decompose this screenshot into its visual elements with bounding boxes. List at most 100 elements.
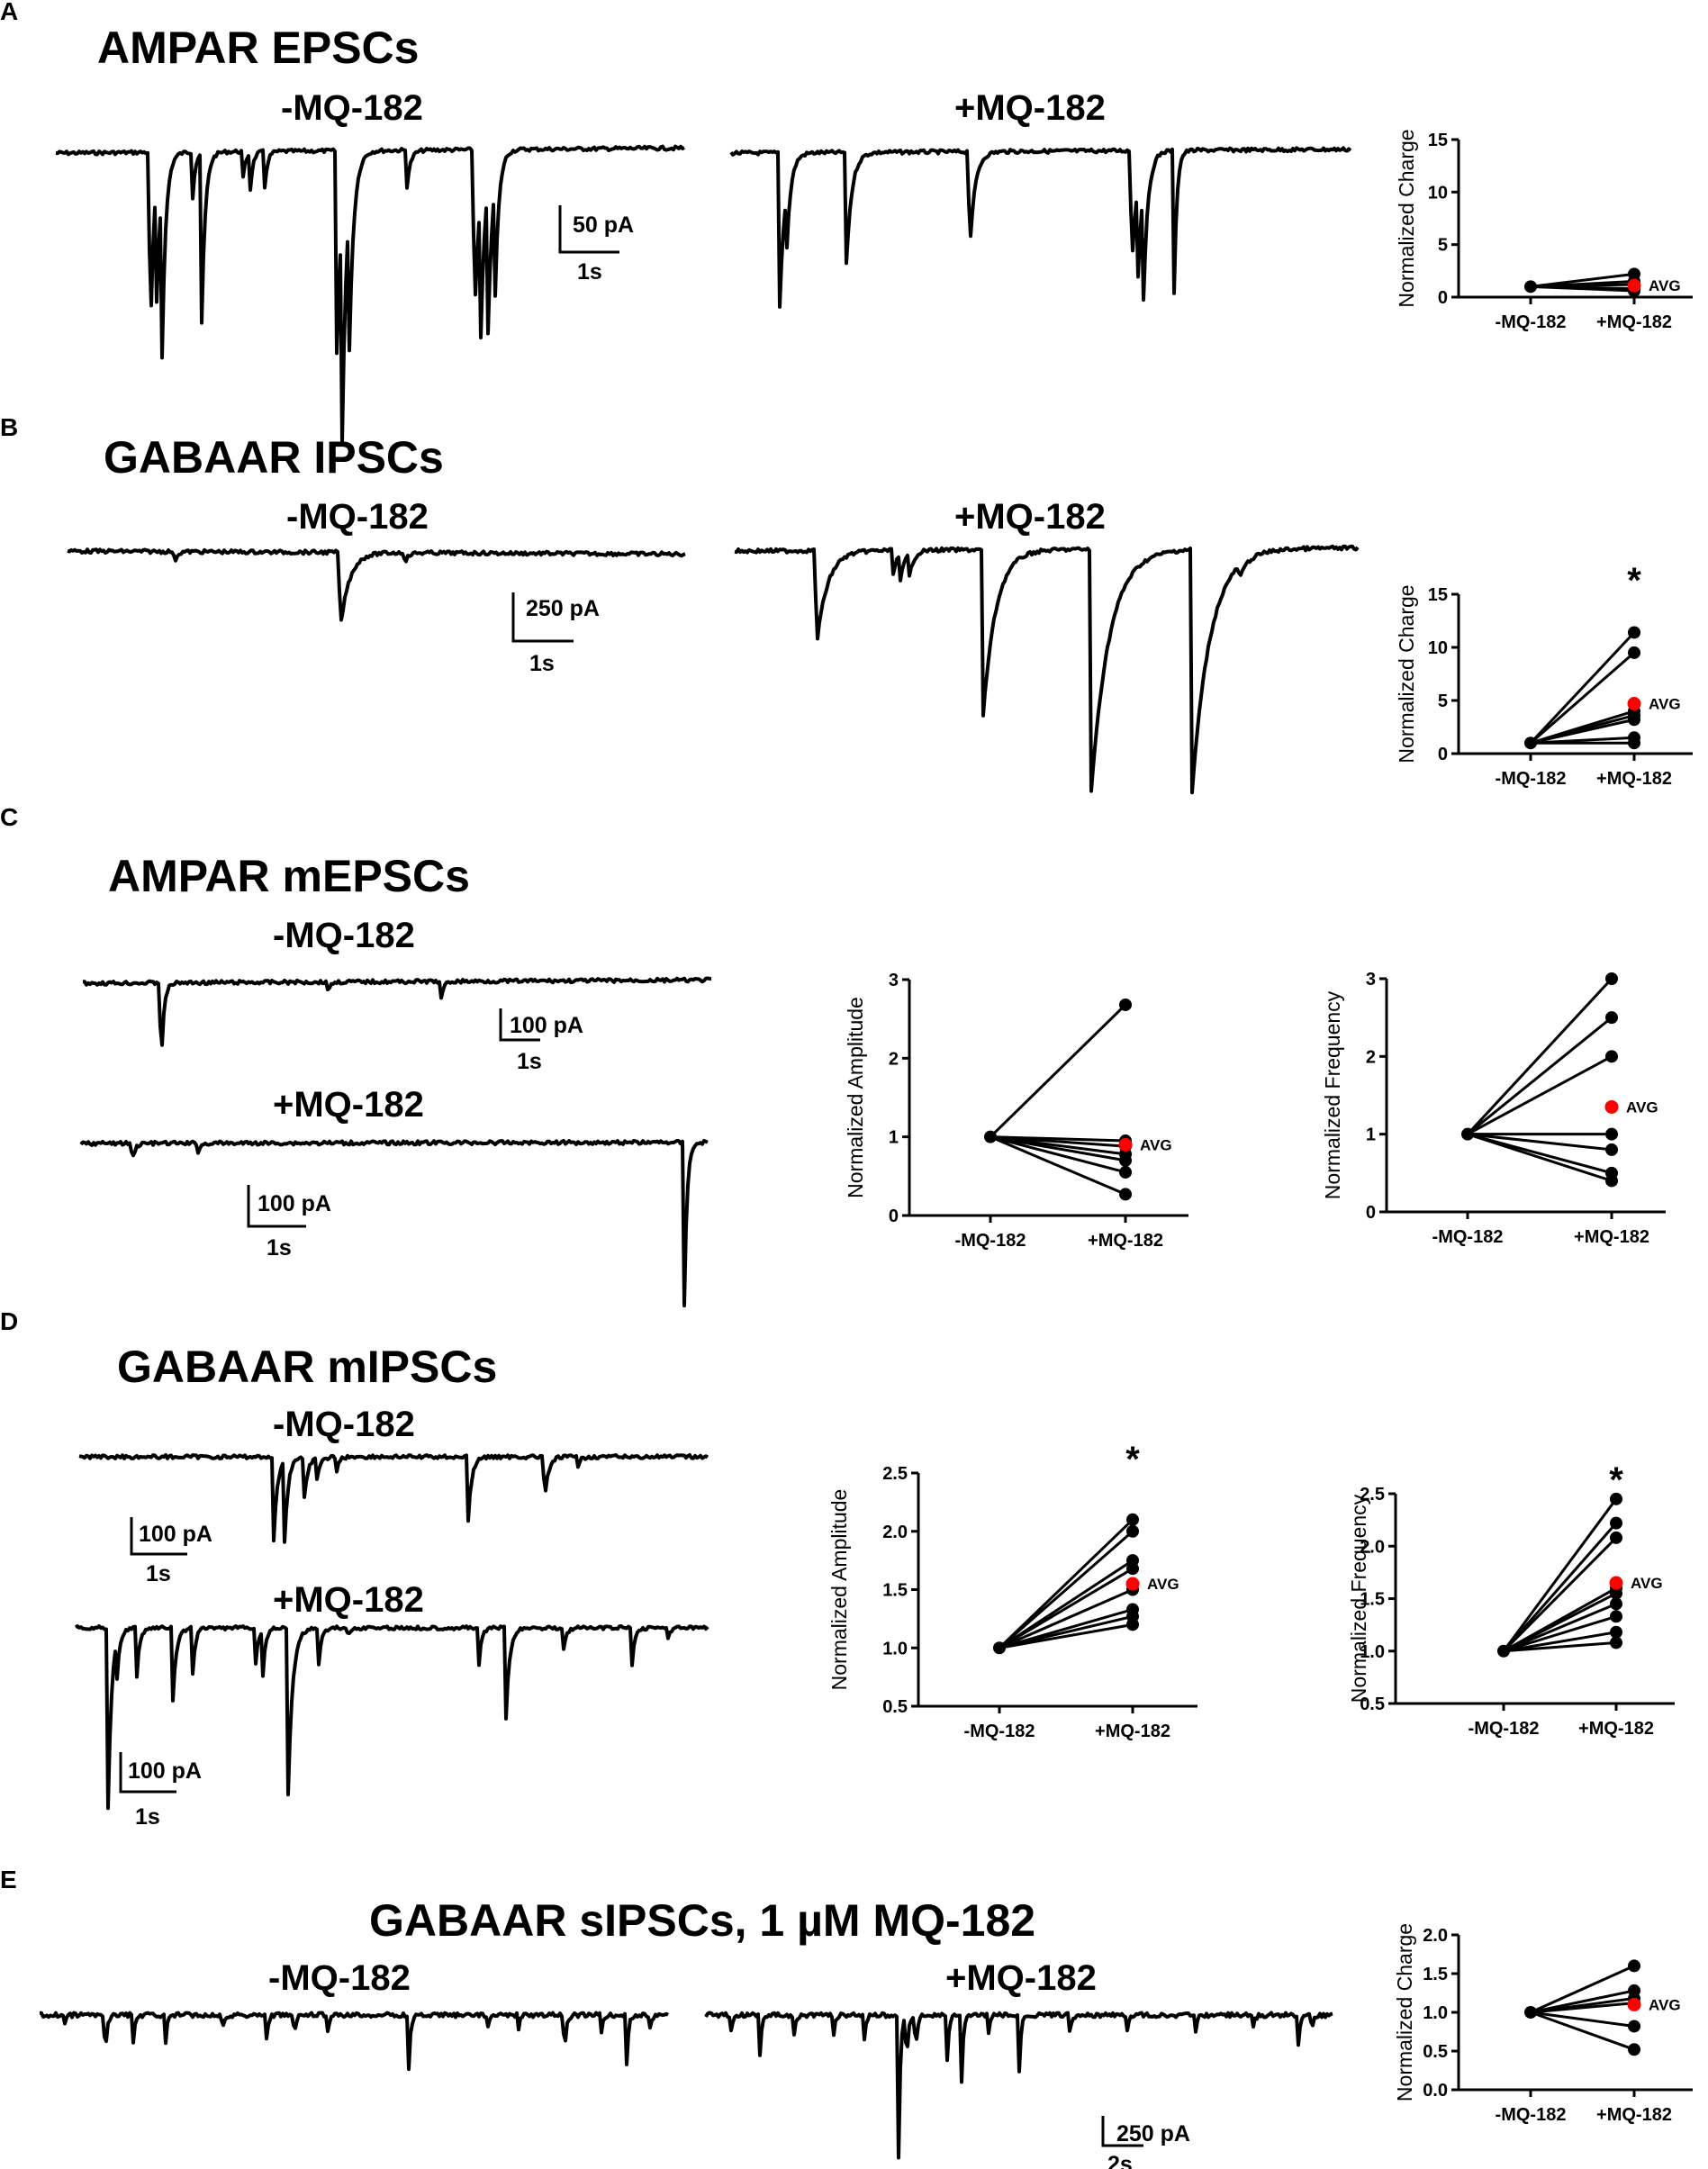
y-axis-label: Normalized Charge	[1393, 1923, 1416, 2101]
trace-a-plus	[729, 146, 1352, 309]
x-tick-label: +MQ-182	[1596, 312, 1672, 332]
trace-e-minus	[40, 2011, 669, 2072]
cell-point	[1610, 1586, 1622, 1600]
x-tick-label: -MQ-182	[955, 1231, 1026, 1251]
cell-point	[1610, 1597, 1622, 1611]
trace-b-plus	[734, 544, 1360, 795]
scalebar-c2-amp: 100 pA	[258, 1191, 331, 1216]
y-tick-label: 3	[1366, 970, 1376, 990]
trace-a-minus	[55, 144, 685, 445]
baseline-point	[984, 1130, 997, 1143]
chart-d-frequency: 0.5 1.0 1.5 2.0 2.5 -MQ-182 +MQ-182 Normalized …	[1347, 1460, 1675, 1739]
cell-point	[1126, 1524, 1139, 1538]
cell-pair-line	[989, 1003, 1127, 1138]
y-tick-label: 15	[1428, 131, 1448, 150]
cell-pair-line	[990, 1135, 1126, 1174]
trace-e-plus	[704, 2011, 1333, 2160]
y-tick-label: 0.5	[882, 1697, 908, 1717]
panel-d-title: GABAAR mIPSCs	[117, 1342, 497, 1392]
y-tick-label: 1.5	[1423, 1965, 1448, 1984]
cell-point	[1628, 626, 1640, 639]
trace-d-minus	[78, 1453, 709, 1544]
cell-pair-line	[1503, 1631, 1617, 1653]
scalebar-c1-amp: 100 pA	[510, 1013, 583, 1038]
significance-marker: *	[1125, 1440, 1140, 1479]
average-label: AVG	[1626, 1098, 1658, 1116]
cell-pair-line	[1530, 285, 1635, 293]
y-tick-label: 10	[1428, 638, 1448, 658]
y-tick-label: 1.5	[882, 1581, 908, 1601]
average-label: AVG	[1147, 1576, 1179, 1593]
y-tick-label: 3	[889, 971, 899, 990]
cell-pair-line	[1467, 1133, 1613, 1182]
baseline-point	[1461, 1127, 1474, 1141]
x-tick-label: -MQ-182	[964, 1722, 1035, 1741]
cell-pair-line	[1530, 2011, 1635, 2051]
average-label: AVG	[1649, 1996, 1681, 2013]
panel-e-title: GABAAR sIPSCs, 1 µM MQ-182	[369, 1895, 1035, 1946]
average-point	[1627, 1997, 1641, 2011]
panel-letter-c: C	[0, 803, 18, 831]
scalebar-b-time: 1s	[529, 651, 555, 676]
chart-b-charge: 0 5 10 15 -MQ-182 +MQ-182 Normalized Charge AVG…	[1395, 561, 1693, 789]
y-tick-label: 1.5	[1360, 1590, 1385, 1610]
baseline-point	[993, 1641, 1006, 1655]
cell-pair-line	[1466, 977, 1613, 1135]
cell-point	[1628, 1959, 1640, 1973]
panel-b-title: GABAAR IPSCs	[104, 432, 444, 483]
y-tick-label: 0	[889, 1207, 899, 1226]
average-point	[1609, 1576, 1623, 1590]
y-tick-label: 0	[1366, 1203, 1376, 1223]
x-tick-label: +MQ-182	[1095, 1722, 1170, 1741]
baseline-point	[1524, 280, 1537, 294]
cell-point	[1119, 1165, 1132, 1179]
cell-pair-line	[1502, 1522, 1618, 1652]
cell-pair-line	[999, 1530, 1134, 1649]
scalebar-c2	[247, 1185, 306, 1228]
x-tick-label: -MQ-182	[1432, 1227, 1504, 1247]
scalebar-e-amp: 250 pA	[1116, 2121, 1190, 2146]
y-tick-label: 0	[1438, 745, 1448, 764]
cell-point	[1610, 1610, 1622, 1623]
cell-point	[1628, 713, 1640, 727]
y-tick-label: 2.0	[1423, 1926, 1448, 1946]
cell-point	[1605, 1050, 1618, 1063]
scalebar-c1	[499, 1008, 540, 1042]
cell-point	[1119, 998, 1132, 1011]
cell-pair-line	[1530, 651, 1635, 745]
cell-pair-line	[1503, 1614, 1617, 1653]
cell-point	[1605, 1143, 1618, 1156]
cell-pair-line	[990, 1135, 1126, 1162]
scalebar-a-amp: 50 pA	[573, 212, 634, 238]
x-tick-label: -MQ-182	[1496, 312, 1567, 332]
panel-d-label-plus: +MQ-182	[273, 1580, 424, 1620]
y-tick-label: 2	[889, 1049, 899, 1069]
y-tick-label: 15	[1428, 585, 1448, 605]
average-point	[1125, 1577, 1140, 1591]
panel-d-label-minus: -MQ-182	[273, 1405, 415, 1444]
y-axis-label: Normalized Amplitude	[844, 997, 867, 1198]
cell-point	[1610, 1492, 1622, 1505]
average-point	[1627, 278, 1641, 293]
panel-a-label-plus: +MQ-182	[954, 88, 1106, 128]
cell-point	[1610, 1531, 1622, 1544]
cell-pair-line	[999, 1567, 1134, 1649]
cell-pair-line	[1530, 2011, 1635, 2028]
y-tick-label: 1.0	[882, 1639, 908, 1658]
y-tick-label: 2.5	[1360, 1485, 1385, 1505]
x-tick-label: +MQ-182	[1574, 1227, 1649, 1247]
scalebar-d2-time: 1s	[135, 1804, 160, 1830]
cell-pair-line	[1502, 1536, 1618, 1652]
cell-pair-line	[1530, 1965, 1635, 2014]
y-axis-label: Normalized Frequency	[1347, 1494, 1370, 1703]
scalebar-c1-time: 1s	[517, 1049, 542, 1074]
scalebar-e	[1101, 2116, 1143, 2147]
cell-point	[1119, 1153, 1132, 1167]
scalebar-b	[511, 592, 574, 643]
trace-d-plus	[74, 1624, 709, 1811]
cell-point	[1610, 1636, 1622, 1649]
average-label: AVG	[1140, 1136, 1172, 1153]
x-tick-label: -MQ-182	[1496, 2105, 1567, 2125]
baseline-point	[1524, 737, 1537, 750]
